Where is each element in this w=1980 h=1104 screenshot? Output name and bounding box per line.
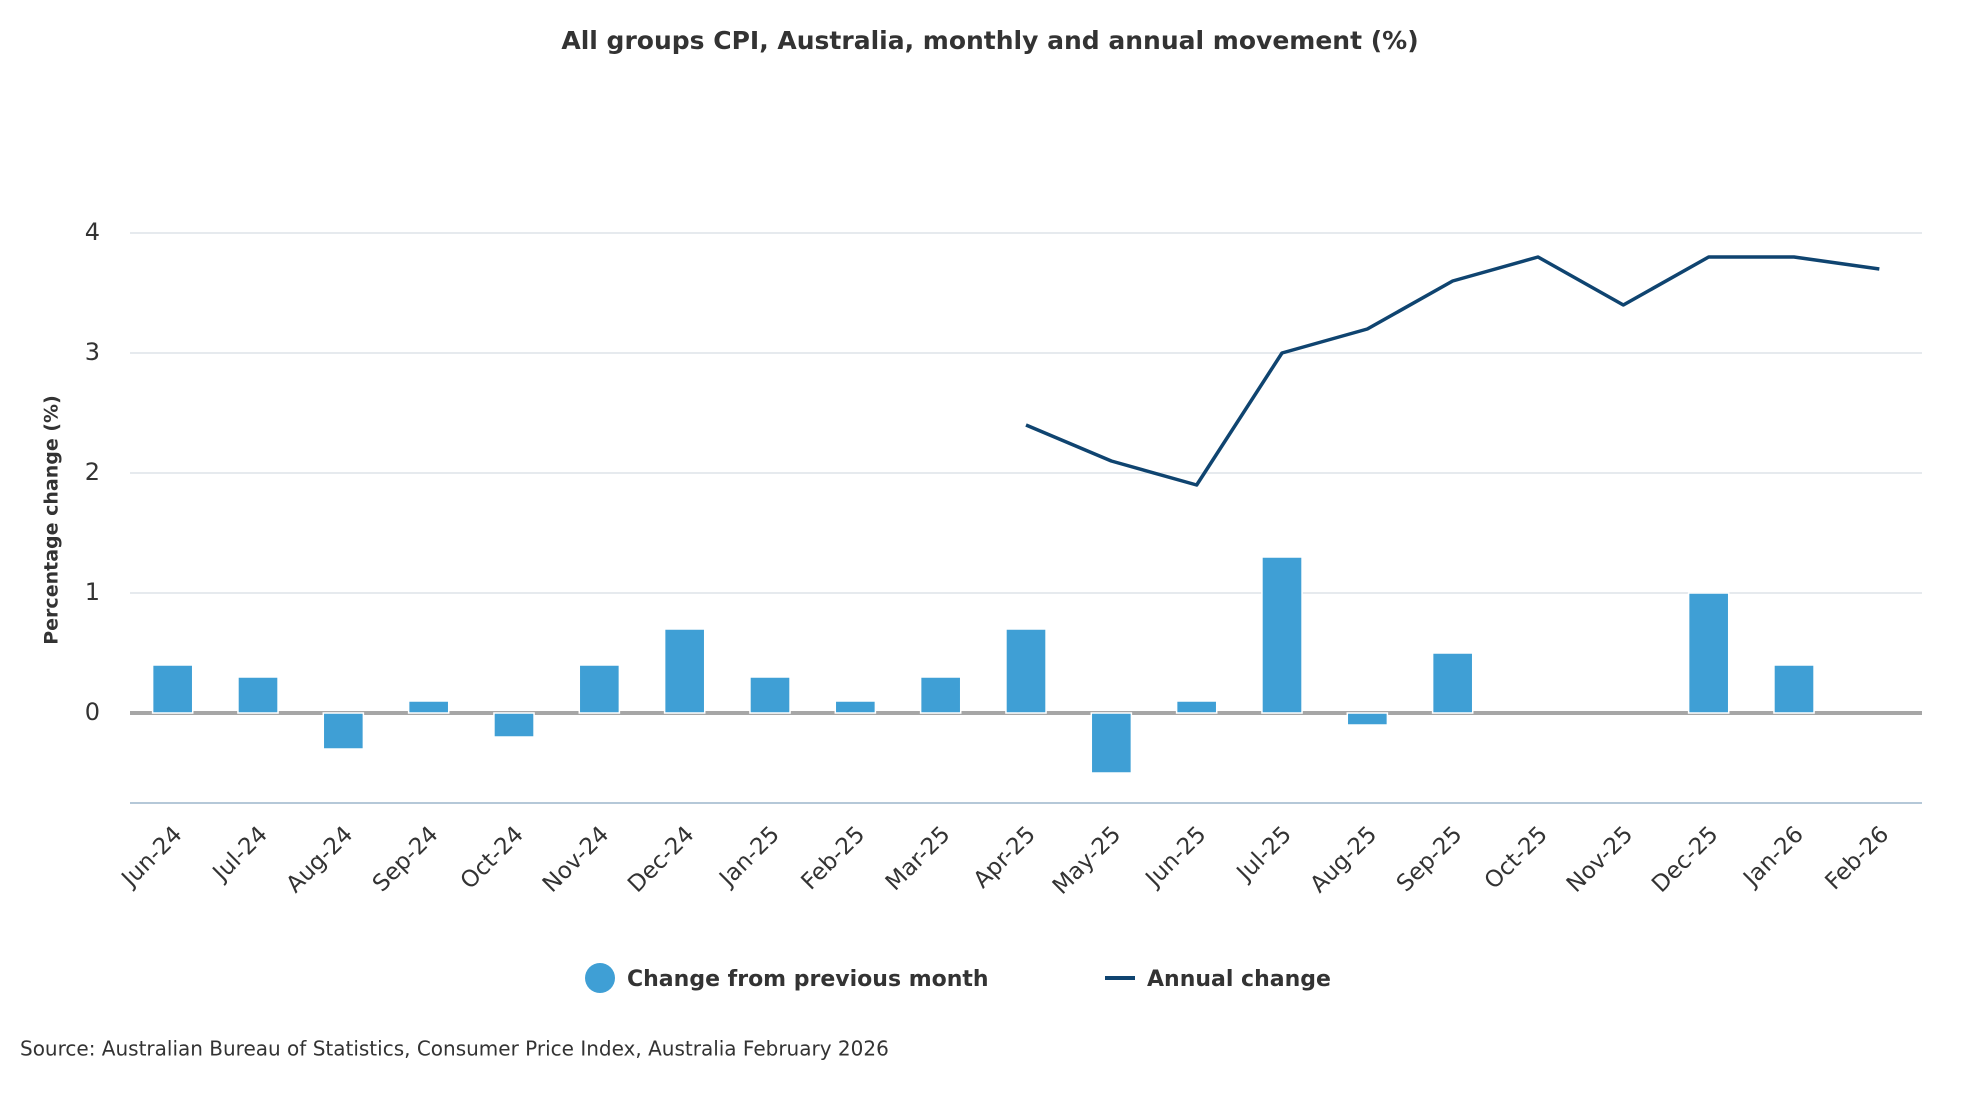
x-tick-label: Sep-24 [368,821,444,897]
y-tick-label: 4 [85,218,100,246]
x-tick-label: Jun-25 [1140,821,1212,893]
bar [1005,628,1047,714]
x-tick-label: Mar-25 [881,821,956,896]
x-tick-label: Jul-24 [207,821,273,887]
x-tick-label: May-25 [1048,821,1126,899]
bar [834,700,877,714]
y-tick-label: 0 [85,698,100,726]
bar [1175,700,1218,714]
bar [749,676,791,714]
bar [237,676,279,714]
source-note: Source: Australian Bureau of Statistics,… [20,1037,889,1061]
bar [407,700,450,714]
bar [493,712,535,738]
legend-swatch [585,963,615,993]
chart-title: All groups CPI, Australia, monthly and a… [561,26,1418,55]
legend-label: Annual change [1147,967,1331,992]
y-tick-label: 1 [85,578,100,606]
x-tick-label: Aug-24 [281,821,358,898]
x-tick-label: Nov-25 [1562,821,1638,897]
bar [1773,664,1815,714]
x-tick-label: Sep-25 [1392,821,1468,897]
x-tick-label: Feb-25 [796,821,870,895]
y-tick-label: 2 [85,458,100,486]
x-tick-label: Nov-24 [538,821,614,897]
bar [663,628,706,714]
bar [151,664,194,714]
x-tick-label: Jan-26 [1737,821,1808,892]
x-tick-label: Jul-25 [1231,821,1297,887]
x-tick-label: Dec-25 [1647,821,1723,897]
x-tick-label: Oct-25 [1480,821,1553,894]
bar [1687,592,1730,714]
x-tick-label: Oct-24 [456,821,529,894]
bar [919,676,962,714]
x-tick-label: Jun-24 [116,821,188,893]
y-tick-label: 3 [85,338,100,366]
bar [1431,652,1474,714]
x-tick-label: Dec-24 [623,821,699,897]
x-tick-label: Feb-26 [1820,821,1894,895]
x-tick-label: Aug-25 [1305,821,1382,898]
y-axis-label: Percentage change (%) [41,395,63,645]
bar [1261,556,1303,714]
legend-label: Change from previous month [627,967,989,992]
bar [578,664,621,714]
bar [322,712,365,750]
x-tick-label: Jan-25 [713,821,784,892]
bar [1346,712,1389,726]
bar [1090,712,1133,774]
line-series [1025,255,1880,487]
x-tick-label: Apr-25 [969,821,1041,893]
